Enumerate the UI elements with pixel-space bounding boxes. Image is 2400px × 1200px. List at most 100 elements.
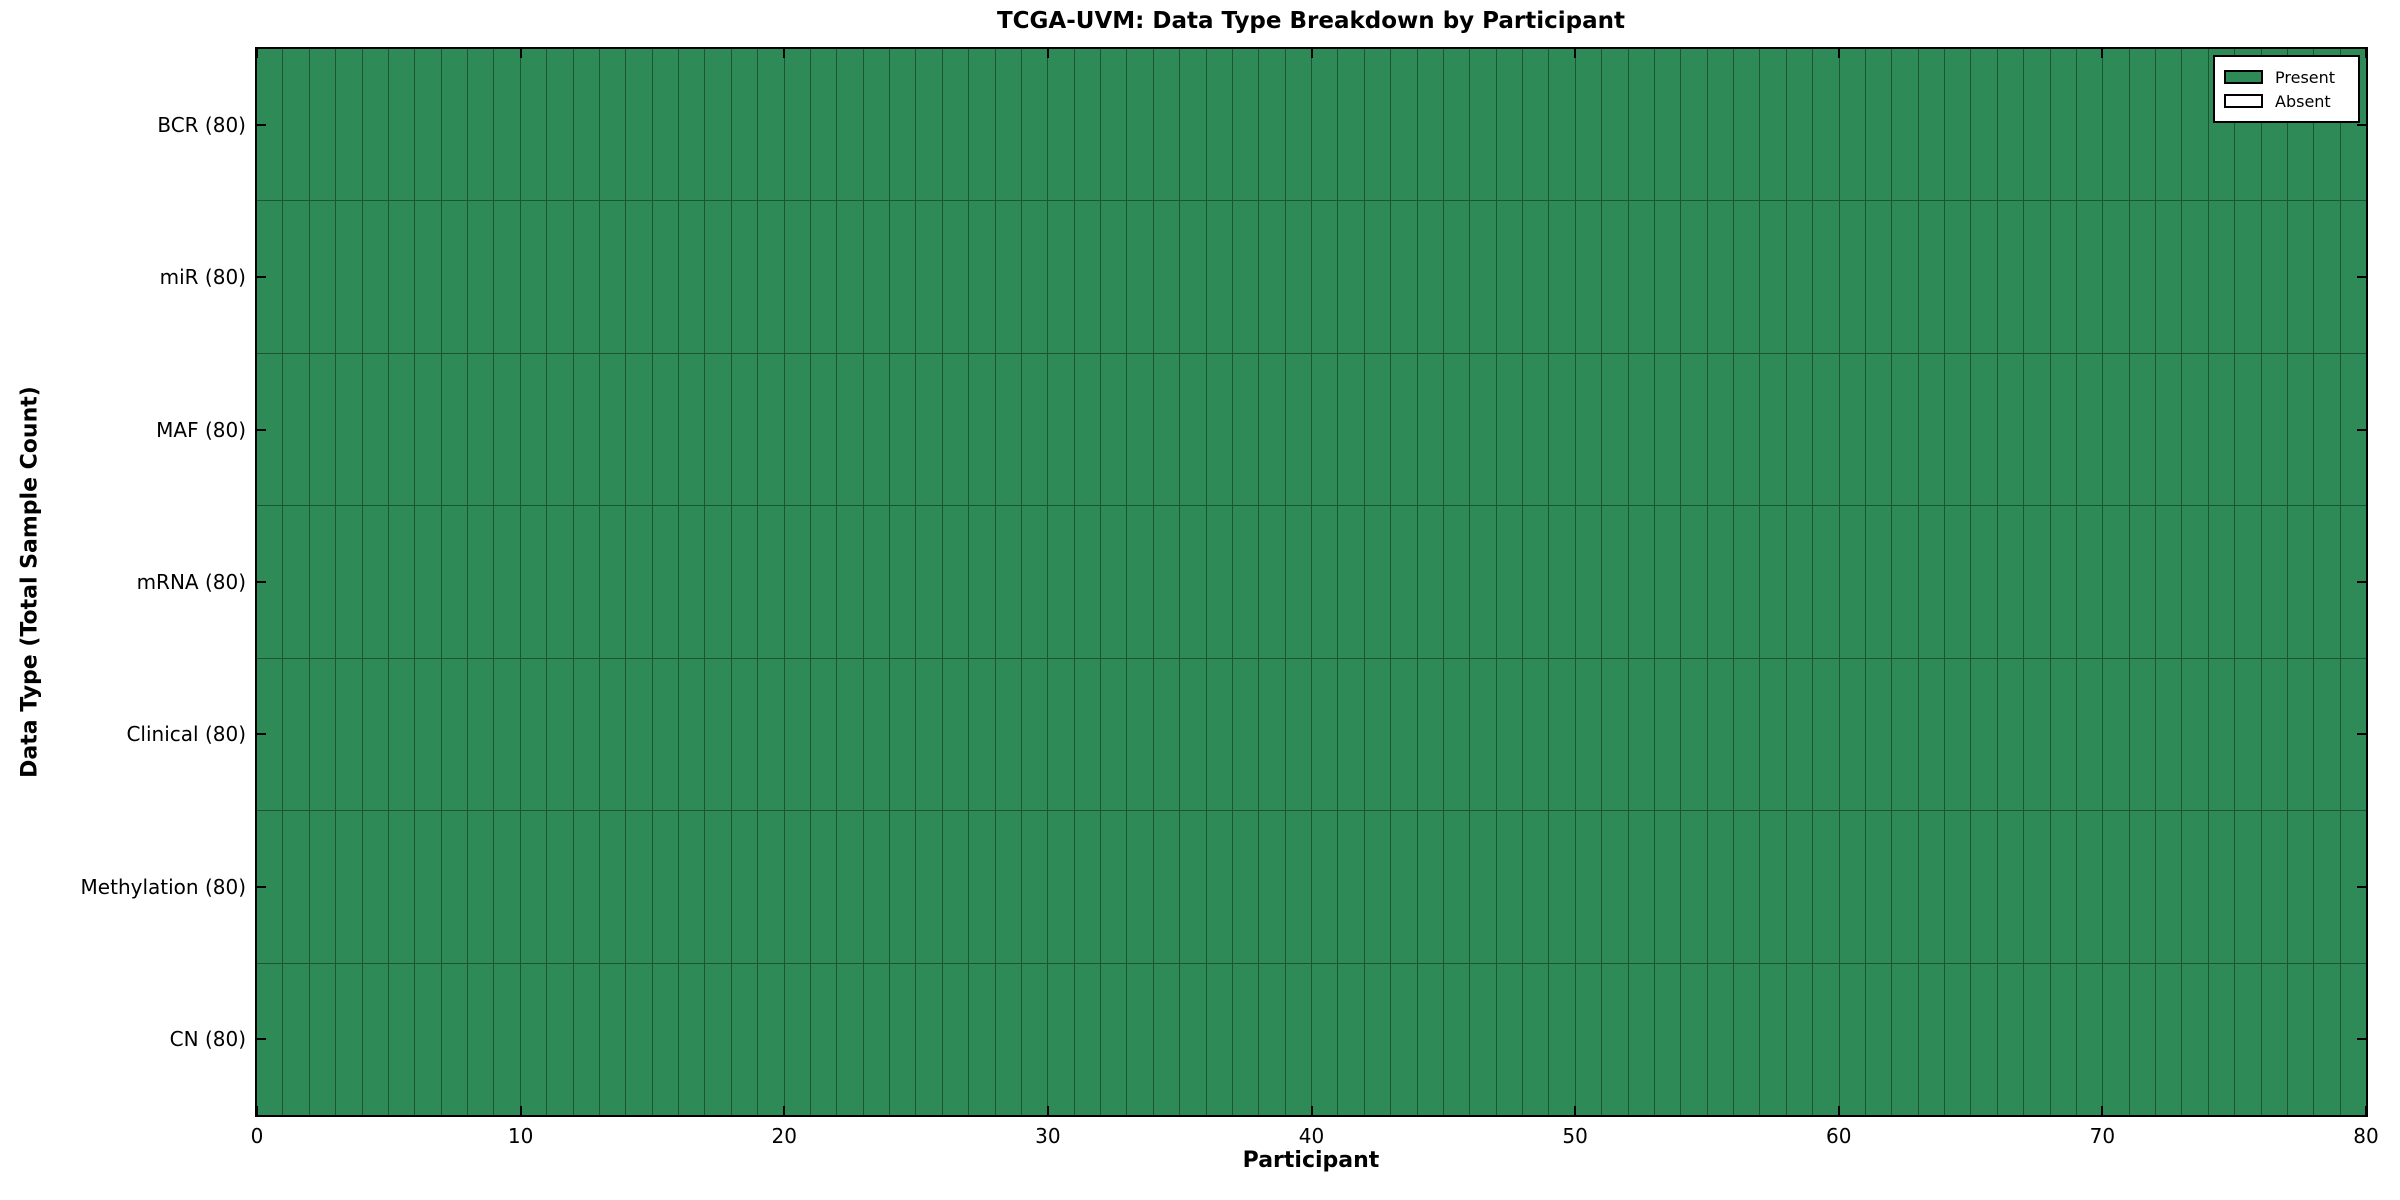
x-tick-mark [2365, 49, 2367, 58]
heatmap-cell [784, 506, 810, 658]
heatmap-cell [1549, 49, 1575, 201]
heatmap-cell [2103, 353, 2129, 506]
heatmap-cell [1839, 963, 1865, 1115]
heatmap-cell [1865, 49, 1892, 201]
heatmap-cell [2287, 506, 2314, 658]
heatmap-cell [1496, 658, 1522, 811]
heatmap-cell [1681, 811, 1707, 963]
heatmap-cell [837, 353, 863, 506]
heatmap-cell [2235, 811, 2261, 963]
heatmap-cell [1734, 811, 1760, 963]
y-tick-mark [2357, 428, 2366, 431]
heatmap-cell [2129, 49, 2155, 201]
heatmap-cell [1417, 353, 1443, 506]
heatmap-cell [995, 506, 1021, 658]
heatmap-cell [1734, 658, 1760, 811]
heatmap-cell [1575, 49, 1602, 201]
heatmap-cell [1048, 353, 1074, 506]
heatmap-cell [1443, 201, 1470, 353]
heatmap-cell [1997, 353, 2024, 506]
heatmap-cell [1786, 963, 1813, 1115]
heatmap-cell [468, 658, 494, 811]
x-tick-label: 30 [1035, 1124, 1061, 1148]
heatmap-cell [2024, 658, 2050, 811]
heatmap-cell [1338, 658, 1364, 811]
heatmap-cell [863, 658, 889, 811]
heatmap-cell [336, 963, 362, 1115]
heatmap-cell [863, 353, 889, 506]
heatmap-cell [758, 353, 784, 506]
heatmap-cell [1760, 201, 1786, 353]
heatmap-cell [1654, 353, 1681, 506]
heatmap-cell [1839, 353, 1865, 506]
heatmap-cell [309, 658, 336, 811]
heatmap-cell [1021, 811, 1048, 963]
heatmap-cell [1839, 201, 1865, 353]
heatmap-cell [1312, 201, 1338, 353]
heatmap-cell [441, 506, 467, 658]
heatmap-cell [1575, 658, 1602, 811]
x-tick-mark [2365, 1106, 2367, 1115]
heatmap-cell [1786, 811, 1813, 963]
heatmap-cell [1496, 201, 1522, 353]
legend-swatch-present-icon [2224, 70, 2263, 84]
heatmap-cell [1707, 49, 1733, 201]
x-tick-mark [2101, 49, 2104, 58]
heatmap-cell [810, 963, 837, 1115]
x-tick-mark [1046, 49, 1049, 58]
heatmap-cell [1496, 49, 1522, 201]
heatmap-cell [1101, 201, 1127, 353]
heatmap-cell [1628, 49, 1654, 201]
heatmap-cell [1892, 658, 1918, 811]
heatmap-cell [1338, 49, 1364, 201]
heatmap-cell [1734, 353, 1760, 506]
y-tick-label: Methylation (80) [80, 874, 246, 899]
heatmap-cell [679, 811, 705, 963]
heatmap-cell [1602, 658, 1628, 811]
heatmap-cell [1549, 353, 1575, 506]
heatmap-cell [1048, 811, 1074, 963]
heatmap-cell [2235, 506, 2261, 658]
heatmap-cell [1523, 201, 1549, 353]
heatmap-cell [2261, 658, 2287, 811]
heatmap-cell [599, 353, 626, 506]
heatmap-cell [810, 353, 837, 506]
heatmap-cell [1523, 658, 1549, 811]
heatmap-cell [784, 658, 810, 811]
y-tick-label: miR (80) [159, 265, 246, 290]
heatmap-cell [995, 49, 1021, 201]
heatmap-cell [2050, 963, 2076, 1115]
heatmap-cell [942, 506, 969, 658]
heatmap-cell [969, 811, 995, 963]
x-tick-label: 10 [507, 1124, 534, 1148]
heatmap-cell [1997, 811, 2024, 963]
heatmap-cell [705, 353, 731, 506]
heatmap-cell [2261, 353, 2287, 506]
legend-entry: Absent [2224, 90, 2349, 112]
heatmap-cell [1312, 49, 1338, 201]
heatmap-cell [2050, 49, 2076, 201]
heatmap-cell [1285, 506, 1311, 658]
y-tick-mark [257, 124, 266, 127]
heatmap-cell [1391, 201, 1417, 353]
heatmap-cell [573, 658, 599, 811]
x-tick-mark [1046, 1106, 1049, 1115]
heatmap-cell [1575, 811, 1602, 963]
heatmap-cell [1496, 963, 1522, 1115]
heatmap-cell [1101, 811, 1127, 963]
heatmap-cell [2182, 963, 2208, 1115]
heatmap-cell [1496, 811, 1522, 963]
heatmap-cell [863, 811, 889, 963]
heatmap-cell [1391, 353, 1417, 506]
heatmap-cell [494, 658, 520, 811]
heatmap-cell [1628, 658, 1654, 811]
heatmap-cell [1232, 49, 1259, 201]
heatmap-cell [1523, 963, 1549, 1115]
heatmap-cell [388, 49, 415, 201]
x-tick-mark [1310, 1106, 1313, 1115]
heatmap-cell [890, 963, 916, 1115]
heatmap-cell [415, 49, 441, 201]
heatmap-cell [547, 658, 573, 811]
heatmap-cell [916, 506, 942, 658]
